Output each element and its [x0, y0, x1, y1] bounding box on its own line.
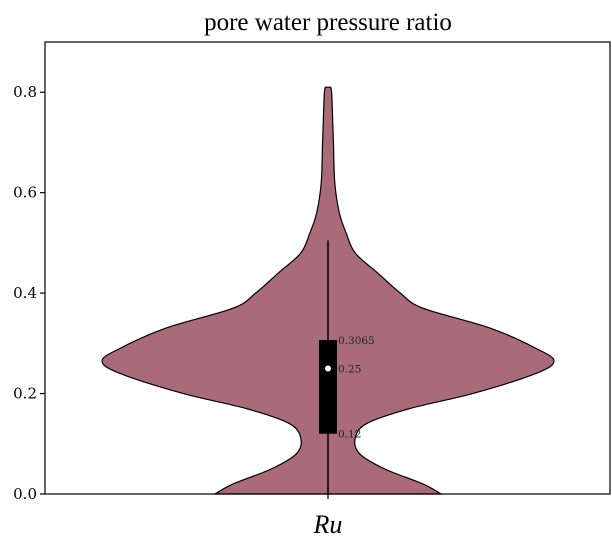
y-tick-label: 0.0 — [13, 485, 37, 503]
iqr-box — [319, 340, 337, 434]
x-axis-label: Ru — [313, 510, 343, 539]
chart-title: pore water pressure ratio — [204, 9, 452, 36]
annotation-label: 0.3065 — [338, 335, 375, 347]
annotation-label: 0.25 — [338, 363, 361, 375]
y-tick-label: 0.8 — [13, 83, 37, 101]
y-tick-label: 0.6 — [13, 184, 37, 202]
y-tick-label: 0.2 — [13, 385, 37, 403]
annotation-label: 0.12 — [338, 429, 361, 441]
median-point — [325, 365, 331, 372]
y-tick-label: 0.4 — [13, 284, 37, 302]
